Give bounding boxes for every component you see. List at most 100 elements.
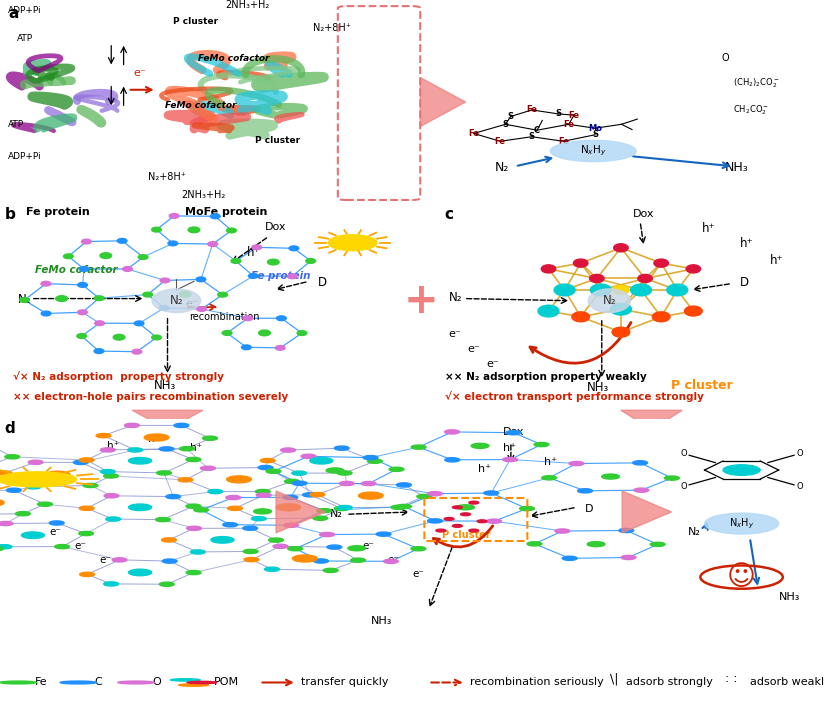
Circle shape [152,289,200,313]
Text: h⁺: h⁺ [107,441,119,451]
Text: Dox: Dox [633,209,654,219]
Text: S: S [555,110,561,118]
Circle shape [208,490,222,493]
Circle shape [275,346,285,350]
Circle shape [391,505,406,509]
Text: O: O [797,482,803,491]
Circle shape [100,253,111,258]
Circle shape [16,512,30,516]
Text: h⁺: h⁺ [701,222,715,235]
Circle shape [197,306,207,311]
Circle shape [227,506,242,511]
Text: NH₃: NH₃ [371,616,392,626]
Circle shape [612,327,630,337]
Text: e⁻: e⁻ [448,329,461,339]
Circle shape [82,239,91,244]
Circle shape [144,434,169,441]
Text: Fe: Fe [558,137,569,146]
Circle shape [157,471,171,475]
Text: h⁺: h⁺ [148,434,161,444]
Circle shape [350,558,365,562]
Circle shape [506,430,521,435]
Circle shape [200,466,215,470]
Text: ☺: ☺ [727,563,756,591]
Circle shape [104,582,119,586]
Text: \|: \| [610,672,618,685]
Circle shape [335,446,349,450]
Circle shape [249,274,258,279]
Circle shape [323,569,338,573]
Circle shape [243,549,258,553]
Circle shape [588,289,630,313]
Circle shape [461,513,471,516]
Text: h⁺: h⁺ [544,458,557,468]
Circle shape [396,504,411,508]
Text: N₂: N₂ [17,293,31,306]
Polygon shape [622,491,672,533]
Circle shape [487,519,502,523]
Circle shape [243,526,258,531]
Circle shape [634,488,648,492]
Text: e⁻: e⁻ [363,541,374,551]
Text: NH₃: NH₃ [725,161,749,175]
Text: +: + [404,280,438,321]
Text: ADP+Pi: ADP+Pi [8,153,42,161]
Circle shape [152,335,162,340]
Text: S: S [592,130,598,139]
Text: S: S [529,132,535,141]
Circle shape [179,684,208,686]
Circle shape [574,259,588,267]
Text: P cluster: P cluster [671,379,733,392]
Text: : :: : : [725,672,737,685]
Circle shape [268,259,279,265]
Circle shape [569,461,584,465]
Circle shape [128,448,143,452]
Circle shape [538,305,559,317]
Text: e⁻: e⁻ [74,541,86,551]
Circle shape [469,529,479,532]
Circle shape [160,278,170,283]
Circle shape [101,448,115,452]
Circle shape [244,558,259,561]
Circle shape [124,423,139,427]
Text: e⁻: e⁻ [468,344,480,354]
Circle shape [196,277,206,281]
Circle shape [243,316,253,321]
Circle shape [7,488,21,493]
Circle shape [301,454,316,458]
Text: Dox: Dox [265,222,286,232]
Text: S: S [503,120,508,129]
Circle shape [368,459,382,463]
Circle shape [190,550,205,554]
Circle shape [83,483,98,488]
Circle shape [241,345,251,349]
Circle shape [633,460,648,465]
Circle shape [226,495,241,500]
Circle shape [452,525,462,527]
Text: e⁻: e⁻ [387,555,399,565]
Circle shape [452,506,462,508]
Circle shape [265,567,279,571]
Text: ATP: ATP [8,120,25,128]
Text: FeMo cofactor: FeMo cofactor [165,101,236,110]
Text: O: O [152,677,162,687]
Text: 2NH₃+H₂: 2NH₃+H₂ [181,190,226,200]
Circle shape [104,474,119,478]
Text: recombination: recombination [190,312,260,322]
Text: MoFe protein: MoFe protein [185,208,268,217]
Circle shape [0,681,36,684]
Circle shape [208,242,218,246]
Text: b: b [4,208,16,222]
Circle shape [297,331,307,336]
Text: P cluster: P cluster [255,136,301,145]
Ellipse shape [0,472,77,487]
Circle shape [650,542,665,546]
Circle shape [104,494,119,498]
Circle shape [685,306,702,316]
Text: O: O [680,449,686,458]
Circle shape [169,213,179,218]
Circle shape [611,304,631,315]
Circle shape [95,321,105,326]
Text: e⁻: e⁻ [412,569,424,579]
Circle shape [79,506,94,511]
